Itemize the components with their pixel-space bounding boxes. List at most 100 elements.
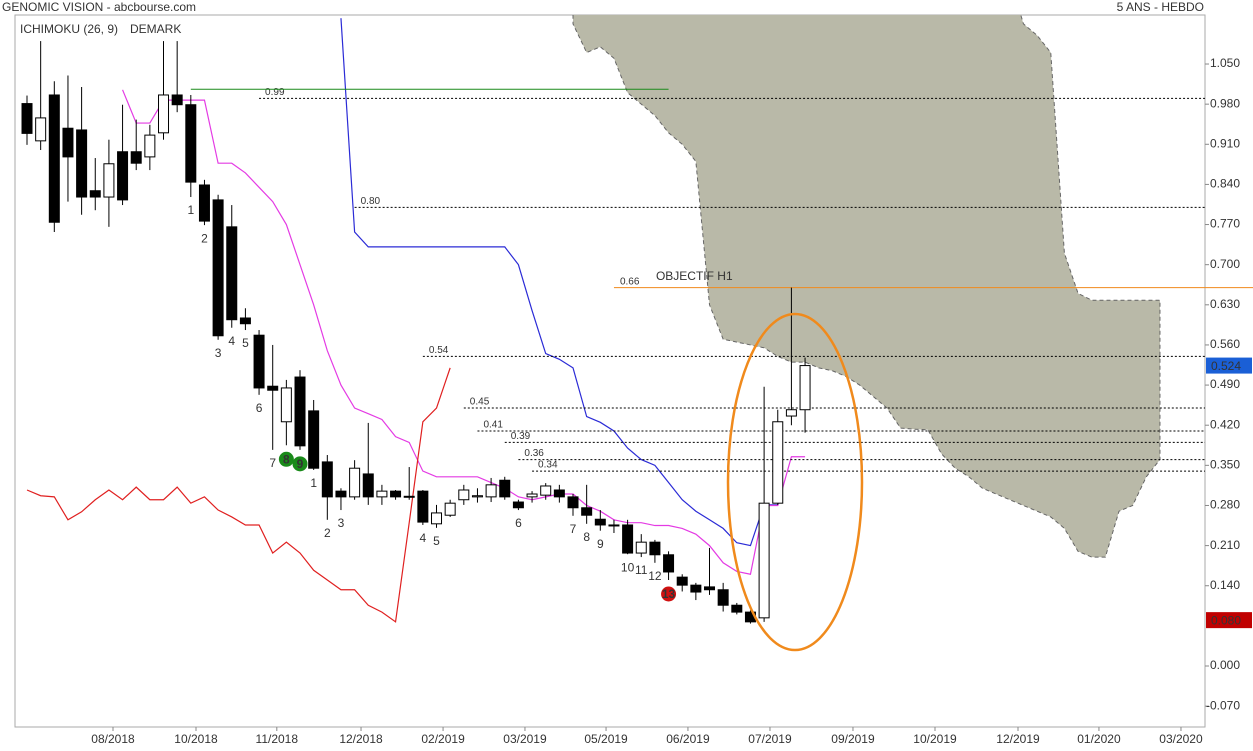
demark-count: 1 — [187, 203, 194, 217]
candle-body — [171, 94, 183, 106]
y-tick-label: 0.350 — [1210, 458, 1240, 472]
candle-body — [226, 226, 238, 321]
candle-body — [785, 409, 797, 417]
candle-body — [376, 490, 388, 498]
x-tick-label: 12/2019 — [996, 732, 1040, 746]
indicator-label: DEMARK — [130, 22, 181, 36]
y-tick-label: 0.700 — [1210, 257, 1240, 271]
candle-body — [772, 421, 784, 504]
candle-body — [130, 151, 142, 164]
candle-body — [676, 576, 688, 586]
candle-body — [663, 554, 675, 573]
ichimoku-line — [340, 18, 778, 547]
y-tick-label: 0.980 — [1210, 96, 1240, 110]
x-tick-label: 05/2019 — [584, 732, 628, 746]
candle-body — [458, 489, 470, 501]
candle-body — [76, 129, 88, 198]
candle-body — [35, 117, 47, 142]
candle-body — [185, 104, 197, 183]
level-label: 0.45 — [470, 397, 490, 408]
highlight-ellipse — [726, 312, 864, 652]
line-layer — [26, 18, 806, 623]
ichimoku-line — [122, 89, 806, 575]
demark-count: 6 — [515, 516, 522, 530]
candle-body — [212, 199, 224, 337]
candle-body — [717, 589, 729, 606]
demark-count: 4 — [420, 531, 427, 545]
y-tick-label: 0.560 — [1210, 337, 1240, 351]
y-tick-label: 1.050 — [1210, 56, 1240, 70]
demark-count: 9 — [297, 457, 304, 471]
y-tick-label: 0.840 — [1210, 177, 1240, 191]
candle-body — [471, 495, 483, 498]
demark-count: 3 — [338, 516, 345, 530]
candle-layer — [21, 41, 811, 624]
y-tick-label: 0.210 — [1210, 538, 1240, 552]
candle-body — [431, 512, 443, 525]
candle-body — [158, 94, 170, 134]
candle-body — [103, 163, 115, 198]
demark-circle — [661, 586, 677, 602]
candle-body — [62, 127, 74, 158]
candle-body — [581, 507, 593, 516]
x-tick-label: 10/2018 — [174, 732, 218, 746]
level-layer: 0.99 0.80 0.66 OBJECTIF H1 0.54 0.45 0.41 0.39 0… — [259, 87, 1253, 472]
candle-body — [499, 479, 511, 498]
candle-body — [280, 387, 292, 423]
candle-body — [622, 524, 634, 554]
x-tick-label: 03/2019 — [503, 732, 547, 746]
demark-count: 7 — [269, 456, 276, 470]
level-label: 0.34 — [538, 460, 558, 471]
indicator-label: ICHIMOKU (26, 9) — [20, 22, 118, 36]
x-tick-label: 10/2019 — [913, 732, 957, 746]
demark-circle — [278, 451, 294, 467]
candle-body — [608, 524, 620, 527]
candle-body — [308, 410, 320, 469]
price-tag — [1206, 612, 1252, 629]
x-tick-label: 02/2019 — [421, 732, 465, 746]
demark-count: 3 — [215, 346, 222, 360]
x-tick-label: 08/2018 — [91, 732, 135, 746]
y-tick-label: 0.910 — [1210, 136, 1240, 150]
demark-count: 10 — [621, 560, 635, 574]
level-text: OBJECTIF H1 — [656, 269, 733, 283]
demark-count: 8 — [283, 452, 290, 466]
candle-body — [731, 604, 743, 613]
candle-body — [21, 103, 33, 134]
demark-count: 8 — [583, 530, 590, 544]
candle-body — [594, 518, 606, 526]
axis-layer: 1.050 0.980 0.910 0.840 0.770 0.700 0.630 0.560… — [91, 56, 1252, 746]
demark-count: 2 — [201, 231, 208, 245]
candle-body — [444, 502, 456, 516]
candle-body — [403, 495, 415, 498]
price-tag — [1206, 357, 1252, 374]
candle-body — [362, 473, 374, 498]
candle-body — [335, 490, 347, 498]
x-tick-label: 06/2019 — [666, 732, 710, 746]
demark-count: 9 — [597, 537, 604, 551]
x-tick-label: 09/2019 — [831, 732, 875, 746]
price-tag-label: 0.080 — [1211, 613, 1241, 627]
candle-body — [553, 489, 565, 498]
y-tick-label: 0.280 — [1210, 498, 1240, 512]
candle-body — [512, 501, 524, 509]
demark-count: 6 — [256, 401, 263, 415]
candle-body — [690, 584, 702, 593]
candle-body — [704, 586, 716, 591]
candle-body — [321, 461, 333, 498]
demark-count: 1 — [310, 476, 317, 490]
y-tick-label: 0.490 — [1210, 377, 1240, 391]
candle-body — [294, 376, 306, 447]
demark-count: 12 — [648, 569, 662, 583]
level-label: 0.39 — [511, 431, 531, 442]
demark-circle — [292, 456, 308, 472]
candle-body — [417, 490, 429, 523]
x-tick-label: 11/2018 — [256, 732, 299, 746]
demark-count: 11 — [635, 563, 648, 577]
demark-count: 13 — [662, 587, 676, 601]
x-tick-label: 07/2019 — [748, 732, 792, 746]
period-label: 5 ANS - HEBDO — [1117, 0, 1204, 14]
level-label: 0.36 — [524, 448, 544, 459]
candle-body — [390, 490, 402, 498]
